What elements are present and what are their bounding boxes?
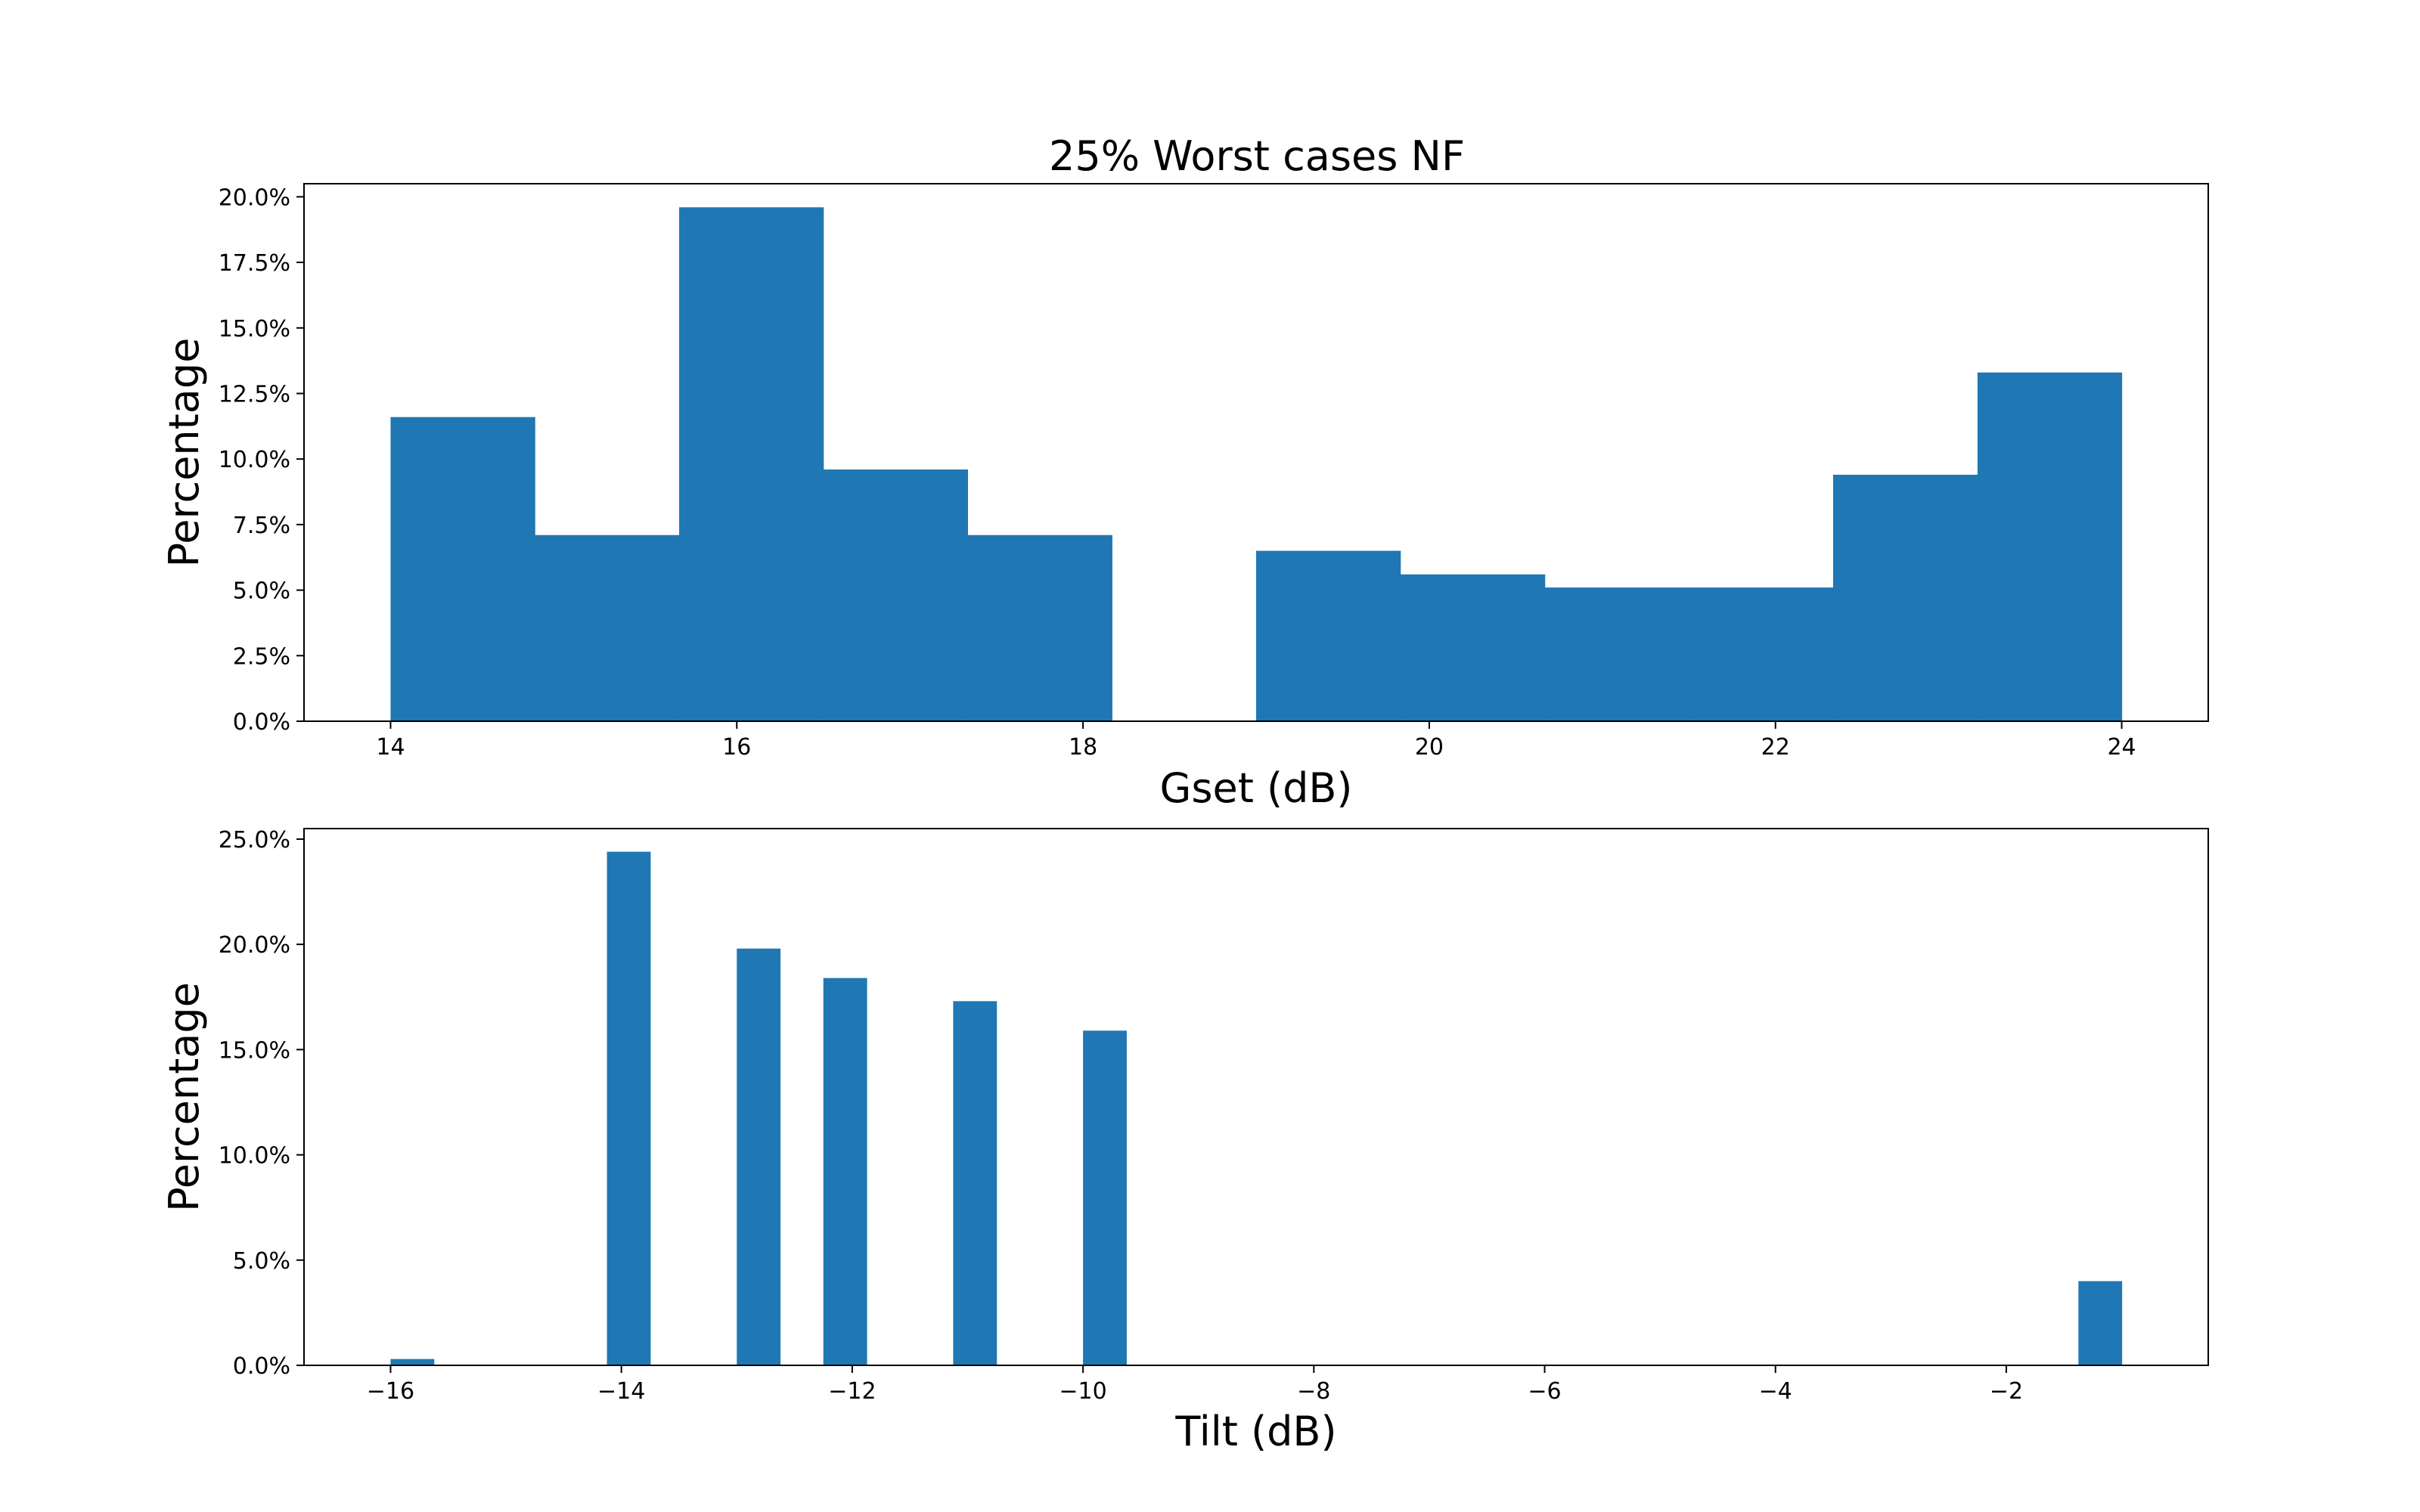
- axes-frame: [303, 828, 2209, 1366]
- histogram-bar: [953, 1001, 997, 1365]
- histogram-bar: [1256, 550, 1401, 721]
- x-tick-label: 16: [722, 734, 751, 761]
- histogram-bar: [823, 469, 969, 721]
- x-axis-label: Tilt (dB): [1174, 1408, 1336, 1455]
- y-tick-label: 25.0%: [219, 827, 290, 854]
- histogram-bar: [1977, 372, 2123, 721]
- y-tick-label: 10.0%: [219, 1143, 290, 1170]
- y-tick-label: 5.0%: [233, 1248, 290, 1275]
- histogram-bar: [390, 417, 535, 721]
- histogram-bar: [1544, 587, 1689, 721]
- axes-frame: [303, 183, 2209, 722]
- histogram-bar: [679, 207, 824, 722]
- histogram-bar: [535, 534, 680, 721]
- histogram-bar: [967, 534, 1112, 721]
- y-tick-label: 17.5%: [219, 250, 290, 277]
- y-tick-label: 15.0%: [219, 316, 290, 342]
- histogram-bar: [1083, 1030, 1127, 1365]
- x-tick-label: 14: [376, 734, 405, 761]
- gset-histogram: 14 16 18 20 22 24 0.0% 2.5% 5.0% 7.5% 10.0% 12.5% 15…: [160, 183, 2209, 812]
- x-tick-label: −4: [1759, 1378, 1792, 1405]
- histogram-bar: [1689, 587, 1834, 721]
- histogram-bar: [823, 978, 867, 1365]
- y-tick-label: 0.0%: [233, 1353, 290, 1380]
- y-tick-label: 15.0%: [219, 1037, 290, 1064]
- y-tick-label: 20.0%: [219, 184, 290, 211]
- y-tick-label: 12.5%: [219, 381, 290, 407]
- histogram-bar: [607, 851, 651, 1365]
- x-tick-label: −6: [1528, 1378, 1561, 1405]
- x-tick-label: 20: [1415, 734, 1444, 761]
- x-axis-label: Gset (dB): [1160, 764, 1353, 812]
- y-tick-label: 7.5%: [233, 513, 290, 539]
- tilt-histogram: −16 −14 −12 −10 −8 −6 −4 −2 0.0% 5.0% 10.0% 15.0% 20…: [160, 827, 2209, 1455]
- histogram-bar: [2078, 1281, 2123, 1365]
- y-tick-label: 2.5%: [233, 643, 290, 670]
- y-axis-label: Percentage: [160, 338, 208, 568]
- x-tick-label: 22: [1761, 734, 1790, 761]
- x-tick-label: −14: [597, 1378, 645, 1405]
- x-tick-label: −16: [367, 1378, 414, 1405]
- x-tick-label: −8: [1297, 1378, 1330, 1405]
- histogram-bar: [1400, 574, 1546, 721]
- y-axis-label: Percentage: [160, 982, 208, 1212]
- y-tick-label: 5.0%: [233, 578, 290, 605]
- x-tick-label: 18: [1069, 734, 1097, 761]
- histogram-bar: [390, 1359, 435, 1365]
- x-tick-label: 24: [2107, 734, 2136, 761]
- y-tick-label: 10.0%: [219, 447, 290, 473]
- x-tick-label: −2: [1990, 1378, 2023, 1405]
- histogram-bar: [737, 948, 781, 1365]
- y-tick-label: 20.0%: [219, 932, 290, 959]
- x-tick-label: −12: [828, 1378, 876, 1405]
- histogram-bar: [1832, 474, 1978, 721]
- figure-title: 25% Worst cases NF: [1049, 132, 1465, 180]
- y-tick-label: 0.0%: [233, 709, 290, 736]
- x-tick-label: −10: [1059, 1378, 1106, 1405]
